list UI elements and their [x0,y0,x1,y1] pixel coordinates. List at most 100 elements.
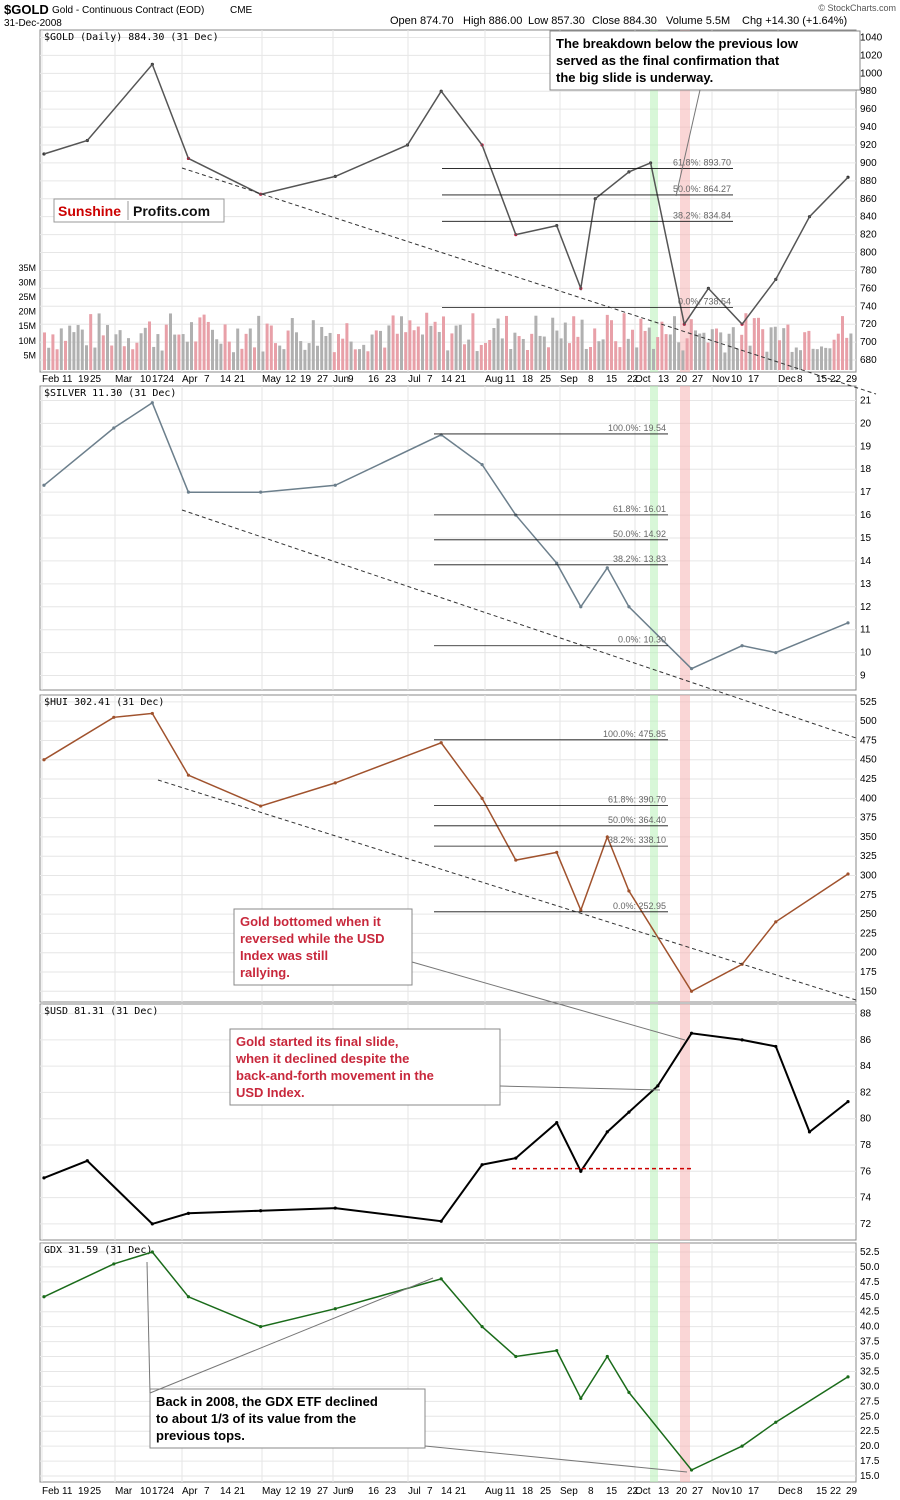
volume-bar [496,318,500,370]
fib-label: 50.0%: 364.40 [608,815,666,825]
fib-label: 61.8%: 16.01 [613,504,666,514]
x-axis-top-label: 10 [731,374,743,385]
callout-pointer [675,89,701,197]
y-tick-label: 250 [860,909,877,920]
x-axis-bottom-label: May [262,1486,281,1497]
volume-bar [521,338,525,370]
y-tick-label: 86 [860,1035,872,1046]
volume-bar [303,349,307,370]
volume-bar [341,338,345,370]
highlight-green-band [650,1243,658,1482]
volume-bar [845,337,849,370]
y-tick-label: 18 [860,464,872,475]
x-axis-bottom-label: 8 [588,1486,594,1497]
x-axis-bottom-label: 25 [90,1486,102,1497]
x-axis-bottom-label: 7 [204,1486,210,1497]
volume-bar [500,338,504,370]
x-axis-bottom-label: 20 [676,1486,688,1497]
trend-line-dashed [157,779,857,1001]
header-close: Close 884.30 [592,15,657,27]
x-axis-top-label: 24 [163,374,175,385]
fib-label: 61.8%: 390.70 [608,795,666,805]
volume-bar [542,336,546,370]
volume-bar [198,317,202,370]
volume-bar [412,330,416,370]
volume-bar [286,330,290,370]
callout-pointer [146,1261,151,1394]
series-gold: 61.8%: 893.70 50.0%: 864.27 38.2%: 834.84 0… [42,62,850,327]
highlight-red-band [680,1004,690,1240]
y-tick-label: 700 [860,337,877,348]
volume-bar [307,343,311,370]
y-tick-label: 88 [860,1009,872,1020]
volume-bar [568,343,571,370]
volume-bar [194,341,198,370]
x-axis-bottom-label: 15 [816,1486,828,1497]
x-axis-top-label: 25 [90,374,102,385]
volume-bar [576,336,580,370]
volume-bar [652,348,655,370]
volume-bar [622,313,626,370]
y-tick-label: 76 [860,1166,872,1177]
volume-bar [236,328,240,370]
volume-bar [773,326,777,370]
x-axis-top-label: 13 [658,374,670,385]
x-axis-top-label: 27 [692,374,704,385]
volume-bar [715,328,718,370]
y-tick-label: 9 [860,671,866,682]
annotation-usd-slide-line: USD Index. [236,1085,305,1100]
volume-bar [219,343,223,370]
y-tick-label: 35.0 [860,1352,880,1363]
volume-tick-label: 15M [18,321,36,331]
volume-bar [555,330,559,370]
y-tick-label: 82 [860,1087,872,1098]
x-axis-bottom-label: Jun [333,1486,349,1497]
y-tick-label: 200 [860,948,877,959]
y-tick-label: 475 [860,735,877,746]
panel-title-gold: $GOLD (Daily) 884.30 (31 Dec) [44,32,219,43]
volume-tick-label: 30M [18,277,36,287]
x-axis-top-label: Dec [778,374,796,385]
volume-bar [748,345,752,370]
volume-bar [379,330,382,370]
annotation-hui-bottom-line: reversed while the USD [240,931,385,946]
header-description: Gold - Continuous Contract (EOD) [52,5,204,16]
x-axis-bottom-label: 23 [385,1486,397,1497]
x-axis-top-label: Aug [485,374,503,385]
fib-label: 38.2%: 834.84 [673,210,731,220]
volume-bar [660,321,664,370]
x-axis-bottom-label: 12 [285,1486,297,1497]
volume-bar [710,329,714,370]
volume-tick-label: 10M [18,336,36,346]
y-tick-label: 19 [860,441,872,452]
x-axis-top-label: Mar [115,374,133,385]
y-tick-label: 20 [860,418,872,429]
volume-bar [442,316,445,370]
volume-bar [295,332,298,370]
volume-bar [656,337,660,370]
x-axis-bottom-label: 21 [455,1486,467,1497]
y-tick-label: 780 [860,265,877,276]
volume-bar [794,347,798,370]
annotation-hui-bottom-line: Gold bottomed when it [240,914,381,929]
x-axis-bottom-label: 13 [658,1486,670,1497]
volume-bar [694,330,697,370]
volume-bar [110,345,114,370]
volume-bar [786,324,790,370]
annotation-hui-bottom-line: Index was still [240,948,328,963]
x-axis-bottom-label: Oct [635,1486,651,1497]
series-line-hui [43,712,849,993]
x-axis-top-label: 8 [797,374,803,385]
volume-bar [769,327,773,370]
y-tick-label: 760 [860,283,877,294]
volume-bar [169,313,172,370]
volume-bar [173,334,177,370]
volume-bar [223,324,227,370]
series-gdx [42,1250,850,1472]
volume-bar [139,333,143,370]
y-tick-label: 325 [860,851,877,862]
annotation-gold-top-line: served as the final confirmation that [556,53,780,68]
volume-bar [685,338,689,370]
